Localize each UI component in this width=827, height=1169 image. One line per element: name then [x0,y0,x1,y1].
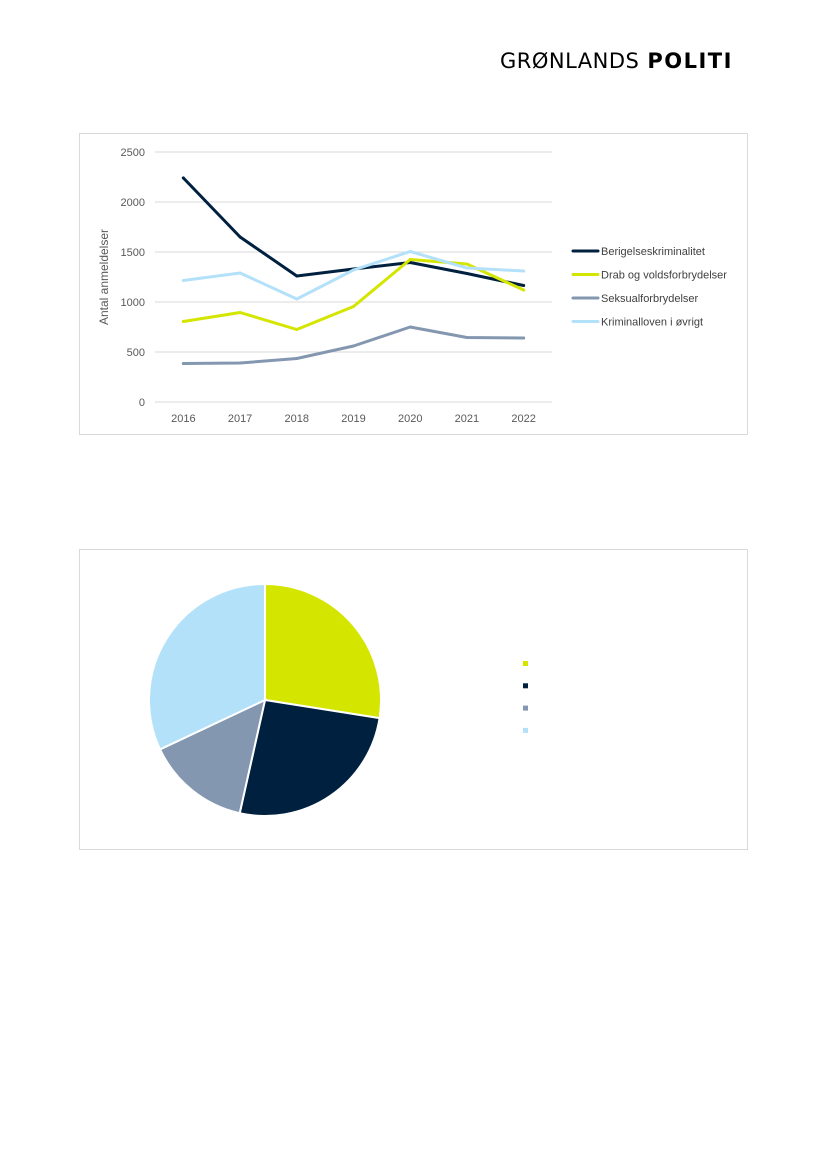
legend-label: Drab og voldsforbrydelser [601,270,727,282]
data-point [181,176,185,180]
pie-slice [264,582,382,720]
pie-slice [158,698,267,815]
data-point [238,311,242,314]
x-tick-label: 2021 [455,413,479,425]
legend-label: Kriminalloven i øvrigt [601,317,703,329]
y-tick-label: 0 [139,397,145,409]
legend-label: Seksualforbrydelser [601,293,699,305]
line-chart: 0 500 1000 1500 2000 2500 2016 2017 2018 2019 2020… [97,147,727,425]
pie-chart [148,582,528,818]
data-point [522,288,526,292]
legend-swatch [523,727,528,733]
x-tick-label: 2019 [341,413,365,425]
x-tick-label: 2020 [398,413,422,425]
data-point [181,362,185,365]
data-point [465,262,469,266]
data-point [238,361,242,365]
data-point [295,328,299,331]
y-tick-label: 2500 [121,147,145,159]
data-point [352,305,355,308]
legend-label: Berigelseskriminalitet [601,246,705,258]
y-tick-label: 500 [127,347,145,359]
line-chart-panel: 0 500 1000 1500 2000 2500 2016 2017 2018 2019 2020… [79,133,748,435]
x-tick-label: 2022 [511,413,535,425]
data-point [295,297,299,301]
data-point [352,344,355,348]
data-point [181,279,185,282]
y-tick-label: 1500 [121,247,145,259]
data-point [181,320,185,323]
data-point [522,269,526,273]
data-point [465,266,469,270]
x-tick-label: 2016 [171,413,195,425]
pie-slice [148,582,266,751]
x-tick-label: 2018 [285,413,309,425]
legend-swatch [523,683,528,689]
data-point [408,258,412,261]
data-point [522,284,526,287]
data-point [238,235,242,239]
data-point [408,325,412,329]
data-point [238,271,242,275]
data-point [465,336,469,339]
pie-chart-panel [79,549,748,850]
logo-text-bold: POLITI [647,49,733,73]
x-tick-label: 2017 [228,413,252,425]
logo-groenlands-politi: GRØNLANDS POLITI [500,48,733,74]
legend-swatch [523,705,528,711]
data-point [522,336,526,340]
data-point [465,272,469,275]
data-point [408,250,412,253]
data-point [295,274,299,278]
y-tick-label: 1000 [121,297,145,309]
logo-text-thin: GRØNLANDS [500,49,640,73]
data-point [295,357,299,360]
data-point [352,268,355,272]
y-axis-title: Antal anmeldelser [97,229,111,325]
legend-swatch [523,661,528,666]
pie-slice [238,698,381,818]
y-tick-label: 2000 [121,197,145,209]
